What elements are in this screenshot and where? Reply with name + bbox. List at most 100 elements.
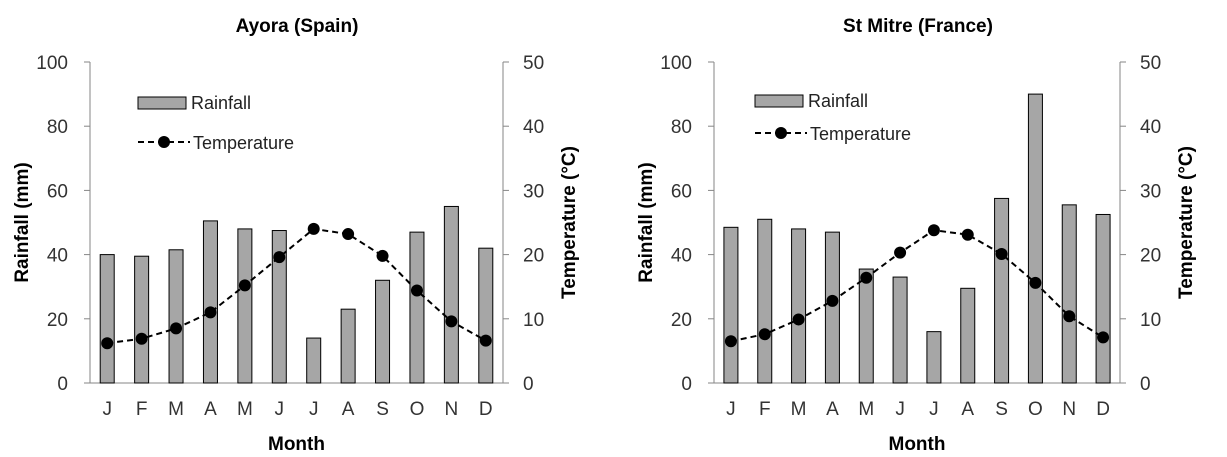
x-tick-label: A <box>826 399 839 420</box>
rainfall-bar <box>723 226 739 384</box>
temperature-point <box>479 334 492 347</box>
rainfall-bar <box>858 268 874 384</box>
temperature-point <box>995 247 1008 260</box>
x-tick-label: O <box>1028 399 1043 420</box>
chart-title: St Mitre (France) <box>843 16 993 37</box>
rainfall-bar <box>1027 93 1043 384</box>
y-tick-label: 100 <box>660 53 692 74</box>
y2-tick-label: 30 <box>523 181 544 202</box>
y2-tick-label: 40 <box>1140 117 1161 138</box>
rainfall-bar <box>99 254 115 384</box>
legend: Rainfall Temperature <box>137 93 294 153</box>
temperature-point <box>170 322 183 335</box>
temperature-point <box>204 306 217 319</box>
y-tick-label: 60 <box>671 181 692 202</box>
temperature-point <box>1063 310 1076 323</box>
temperature-point <box>961 228 974 241</box>
y-tick-label: 0 <box>57 374 68 395</box>
x-tick-label: A <box>961 399 974 420</box>
temperature-point <box>376 249 389 262</box>
rainfall-bar <box>1095 213 1111 384</box>
temperature-point <box>410 284 423 297</box>
x-tick-label: J <box>309 399 319 420</box>
rainfall-bar <box>1061 204 1077 384</box>
rainfall-bar <box>237 228 253 384</box>
y-tick-label: 80 <box>47 117 68 138</box>
x-tick-label: M <box>858 399 874 420</box>
legend-temperature-marker <box>158 136 170 148</box>
temperature-point <box>894 246 907 259</box>
legend-rainfall-swatch <box>137 96 187 110</box>
y2-axis-label: Temperature (°C) <box>559 146 580 299</box>
rainfall-bar <box>478 247 494 384</box>
y2-tick-label: 20 <box>523 246 544 267</box>
x-axis-label: Month <box>268 434 325 455</box>
rainfall-bar <box>134 255 150 384</box>
x-tick-label: N <box>445 399 459 420</box>
x-tick-label: A <box>204 399 217 420</box>
temperature-point <box>1097 331 1110 344</box>
rainfall-bar <box>960 287 976 384</box>
y-tick-label: 0 <box>681 374 692 395</box>
legend-rainfall-label: Rainfall <box>808 91 868 111</box>
y-tick-label: 100 <box>36 53 68 74</box>
temperature-line <box>730 229 1104 343</box>
y-tick-label: 80 <box>671 117 692 138</box>
y-tick-label: 20 <box>47 310 68 331</box>
rainfall-bar <box>168 249 184 384</box>
y2-tick-label: 50 <box>1140 53 1161 74</box>
x-tick-label: F <box>759 399 771 420</box>
x-tick-label: J <box>895 399 905 420</box>
legend: Rainfall Temperature <box>754 91 911 144</box>
x-tick-label: D <box>1096 399 1110 420</box>
rainfall-bar <box>375 279 391 384</box>
legend-rainfall-label: Rainfall <box>191 93 251 113</box>
temperature-point <box>238 279 251 292</box>
temperature-point <box>273 251 286 264</box>
rainfall-bar <box>824 231 840 384</box>
y2-axis-label: Temperature (°C) <box>1176 146 1197 299</box>
legend-rainfall-swatch <box>754 94 804 108</box>
y2-tick-label: 0 <box>1140 374 1151 395</box>
x-axis-label: Month <box>889 434 946 455</box>
temperature-point <box>826 294 839 307</box>
x-tick-label: N <box>1062 399 1076 420</box>
x-tick-label: J <box>929 399 939 420</box>
y2-tick-label: 50 <box>523 53 544 74</box>
rainfall-bar <box>926 331 942 384</box>
x-tick-label: O <box>410 399 425 420</box>
rainfall-bar <box>994 197 1010 384</box>
temperature-point <box>307 222 320 235</box>
rainfall-bar <box>757 218 773 384</box>
y2-tick-label: 10 <box>523 310 544 331</box>
x-tick-label: S <box>376 399 389 420</box>
x-tick-label: S <box>995 399 1008 420</box>
y-tick-label: 20 <box>671 310 692 331</box>
legend-temperature-label: Temperature <box>193 133 294 153</box>
rainfall-bar <box>271 230 287 384</box>
rainfall-bar <box>306 337 322 384</box>
y-tick-label: 40 <box>47 246 68 267</box>
x-tick-label: M <box>168 399 184 420</box>
rainfall-bar <box>202 220 218 384</box>
temperature-line <box>107 227 487 345</box>
temperature-point <box>101 337 114 350</box>
temperature-point <box>135 332 148 345</box>
rainfall-bar <box>409 231 425 384</box>
y-tick-label: 60 <box>47 181 68 202</box>
temperature-point <box>758 328 771 341</box>
y2-tick-label: 0 <box>523 374 534 395</box>
temperature-point <box>860 271 873 284</box>
chart-title: Ayora (Spain) <box>236 16 359 37</box>
rainfall-bar <box>892 276 908 384</box>
x-tick-label: F <box>136 399 148 420</box>
rainfall-bar <box>791 228 807 384</box>
temperature-point <box>792 313 805 326</box>
y2-tick-label: 30 <box>1140 181 1161 202</box>
x-tick-label: A <box>342 399 355 420</box>
temperature-point <box>724 335 737 348</box>
y2-tick-label: 40 <box>523 117 544 138</box>
legend-temperature-marker <box>775 127 787 139</box>
